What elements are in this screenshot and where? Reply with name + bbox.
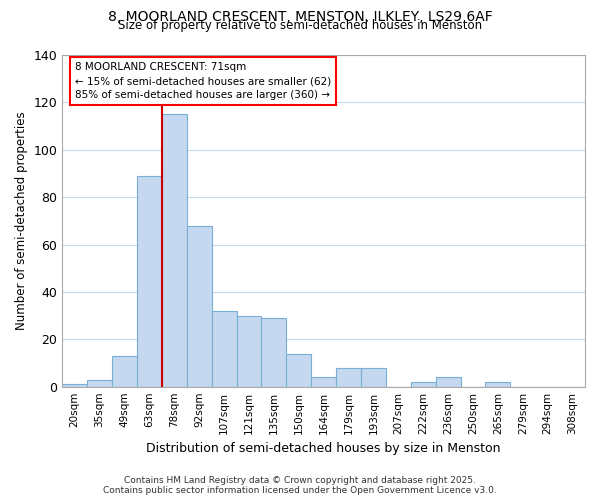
Text: Size of property relative to semi-detached houses in Menston: Size of property relative to semi-detach… [118,18,482,32]
Text: Contains HM Land Registry data © Crown copyright and database right 2025.
Contai: Contains HM Land Registry data © Crown c… [103,476,497,495]
Bar [137,176,162,386]
Bar [361,368,386,386]
Bar [311,377,336,386]
Bar [187,226,212,386]
Bar [485,382,511,386]
Bar [112,356,137,386]
Text: 8, MOORLAND CRESCENT, MENSTON, ILKLEY, LS29 6AF: 8, MOORLAND CRESCENT, MENSTON, ILKLEY, L… [107,10,493,24]
Bar [62,384,87,386]
Bar [336,368,361,386]
Bar [436,377,461,386]
Bar [162,114,187,386]
Y-axis label: Number of semi-detached properties: Number of semi-detached properties [15,112,28,330]
Bar [212,311,236,386]
Bar [411,382,436,386]
Bar [262,318,286,386]
Bar [286,354,311,386]
Bar [236,316,262,386]
Bar [87,380,112,386]
Text: 8 MOORLAND CRESCENT: 71sqm
← 15% of semi-detached houses are smaller (62)
85% of: 8 MOORLAND CRESCENT: 71sqm ← 15% of semi… [75,62,331,100]
X-axis label: Distribution of semi-detached houses by size in Menston: Distribution of semi-detached houses by … [146,442,501,455]
